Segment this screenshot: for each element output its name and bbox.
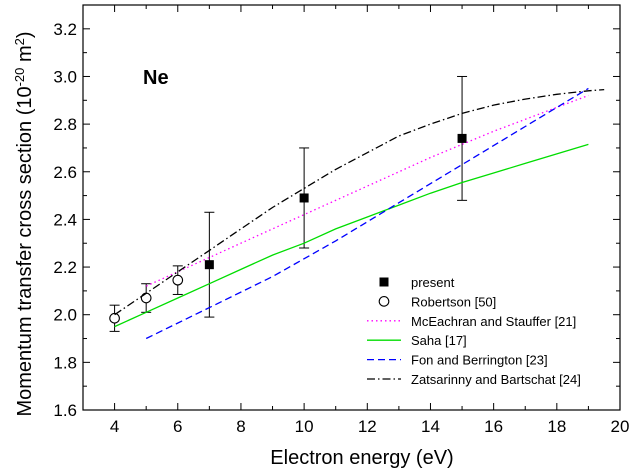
legend-swatch-robertson-50 (378, 296, 390, 307)
panel-label: Ne (143, 67, 169, 89)
y-axis-title-exp: -20 (12, 68, 27, 87)
plot-frame (82, 4, 621, 411)
y-tick-label: 2.6 (53, 163, 77, 182)
y-axis-title-main: Momentum transfer cross section (10 (14, 86, 36, 416)
x-tick-label: 16 (484, 417, 503, 436)
x-axis-title: Electron energy (eV) (270, 447, 453, 469)
y-tick-label: 3.0 (53, 67, 77, 86)
y-tick-label: 2.2 (53, 258, 77, 277)
x-tick-label: 8 (236, 417, 245, 436)
x-tick-label: 6 (173, 417, 182, 436)
y-tick-label: 2.4 (53, 210, 77, 229)
data-point-present (299, 193, 309, 203)
data-point-robertson-50 (172, 274, 184, 286)
y-axis-title-unit: m (14, 45, 36, 67)
x-tick-label: 12 (358, 417, 377, 436)
y-tick-label: 3.2 (53, 20, 77, 39)
y-tick-label: 1.8 (53, 353, 77, 372)
x-tick-label: 20 (611, 417, 630, 436)
series-line-zatsarinny-and-bartschat-24 (114, 88, 605, 316)
data-point-present (457, 133, 467, 143)
legend-swatch-present (379, 277, 389, 287)
series-line-saha-17 (114, 143, 589, 328)
y-axis-title-exp2: 2 (12, 38, 27, 45)
y-tick-label: 2.0 (53, 306, 77, 325)
legend-label-saha-17: Saha [17] (411, 333, 467, 348)
legend-label-robertson-50: Robertson [50] (411, 294, 496, 309)
data-point-present (204, 260, 214, 270)
legend-label-mceachran-and-stauffer-21: McEachran and Stauffer [21] (411, 314, 576, 329)
x-tick-label: 18 (547, 417, 566, 436)
x-tick-label: 10 (295, 417, 314, 436)
x-tick-label: 14 (421, 417, 440, 436)
y-axis-title-close: ) (14, 31, 36, 38)
legend-label-zatsarinny-and-bartschat-24: Zatsarinny and Bartschat [24] (411, 372, 581, 387)
y-tick-label: 2.8 (53, 115, 77, 134)
legend-label-fon-and-berrington-23: Fon and Berrington [23] (411, 353, 548, 368)
x-tick-label: 4 (110, 417, 119, 436)
y-tick-label: 1.6 (53, 401, 77, 420)
data-point-robertson-50 (140, 292, 152, 304)
data-point-robertson-50 (109, 312, 120, 324)
series-line-fon-and-berrington-23 (145, 87, 589, 340)
y-axis-title: Momentum transfer cross section (10-20 m… (12, 31, 36, 416)
series-line-mceachran-and-stauffer-21 (145, 94, 589, 287)
legend-label-present: present (411, 275, 455, 290)
